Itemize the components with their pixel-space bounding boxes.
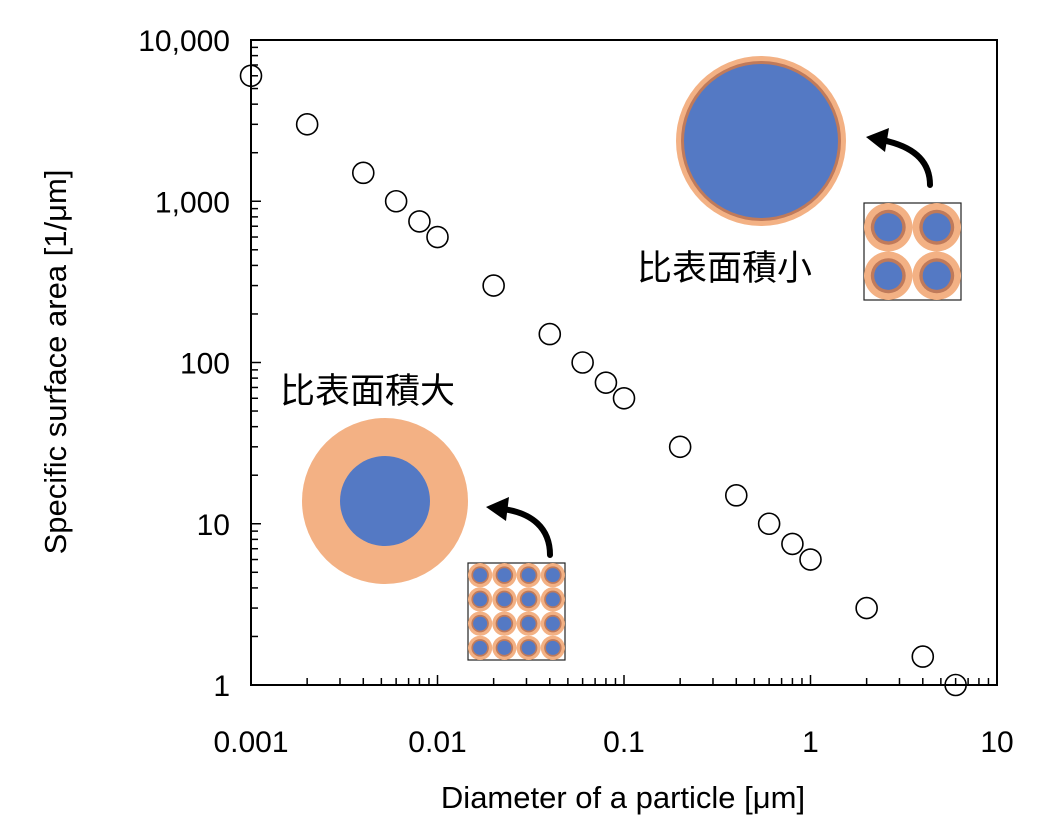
grid-particle-core [521,568,536,583]
curved-arrow-icon [500,506,553,558]
data-point [351,161,375,185]
x-tick-label: 0.1 [603,726,645,759]
data-point [668,435,692,459]
data-point [408,210,431,233]
data-points [239,64,967,697]
small-particle-core [340,456,430,546]
arrow-head-icon [486,497,509,521]
y-tick-label: 1 [213,670,230,703]
grid-particle-core [497,568,512,583]
grid-particle-core [497,592,512,607]
grid-particle-core [545,568,560,583]
grid-particle-core [922,261,951,290]
x-axis-title: Diameter of a particle [μm] [441,780,805,815]
y-tick-label: 10 [197,509,230,542]
particle-grid-2x2-illustration [863,202,962,301]
data-point [426,225,449,249]
grid-particle-core [874,261,903,290]
grid-particle-core [521,616,536,631]
grid-particle-core [521,640,536,655]
grid-particle-core [521,592,536,607]
data-point [724,484,748,507]
data-point [612,386,636,410]
y-tick-labels: 1 10 100 1,000 10,000 [138,25,230,703]
grid-particle-core [922,213,951,242]
x-tick-labels: 0.001 0.01 0.1 1 10 [213,726,1013,759]
grid-particle-core [473,568,488,583]
data-point [944,673,967,697]
annotation-small-ssa: 比表面積小 [637,249,812,289]
x-tick-label: 1 [802,726,819,759]
minor-ticks [250,46,990,686]
data-point [482,274,505,297]
y-tick-label: 1,000 [155,186,230,219]
grid-particle-core [473,616,488,631]
y-tick-label: 100 [180,348,230,381]
particle-grid-4x4-illustration [467,562,566,661]
x-tick-label: 0.01 [408,726,466,759]
grid-particle-core [545,592,560,607]
grid-particle-core [874,213,903,242]
large-particle-core [684,64,838,218]
y-axis-title: Specific surface area [1/μm] [38,170,73,555]
data-point [781,532,804,556]
grid-particle-core [545,616,560,631]
arrow-head-icon [866,128,889,152]
grid-particle-core [473,592,488,607]
data-point [239,64,263,88]
data-point [538,322,562,346]
small-particle-illustration [302,418,468,584]
grid-particle-core [473,640,488,655]
data-point [295,113,319,136]
data-point [594,371,618,394]
grid-particle-core [497,640,512,655]
data-point [571,351,594,374]
data-point [799,548,822,571]
data-point [757,512,781,536]
large-particle-illustration [676,56,846,226]
x-tick-label: 0.001 [213,726,288,759]
grid-particle-core [545,640,560,655]
grid-particle-core [497,616,512,631]
y-tick-label: 10,000 [138,25,230,58]
x-tick-label: 10 [980,726,1013,759]
data-point [911,645,935,668]
annotation-large-ssa: 比表面積大 [280,372,455,412]
data-point [855,596,878,620]
data-point [384,189,408,213]
curved-arrow-icon [879,137,933,188]
